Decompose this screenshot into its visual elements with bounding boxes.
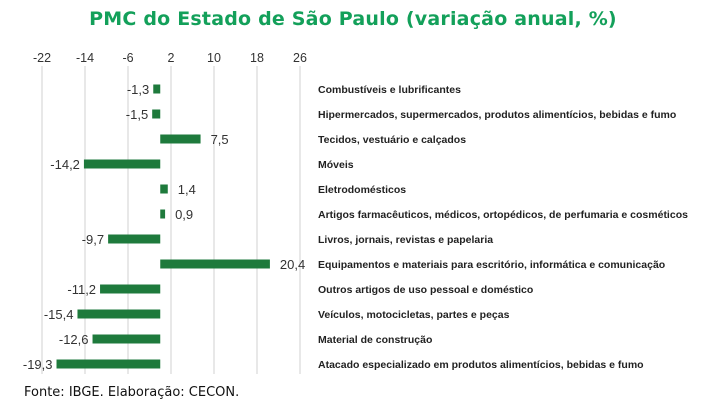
category-label: Veículos, motocicletas, partes e peças — [318, 309, 510, 321]
category-label: Móveis — [318, 159, 354, 171]
bar — [152, 109, 161, 119]
bar — [160, 259, 270, 269]
category-label: Outros artigos de uso pessoal e doméstic… — [318, 284, 533, 296]
data-label: -12,6 — [59, 332, 89, 347]
bar — [83, 159, 161, 169]
bar — [56, 359, 161, 369]
bar — [160, 209, 166, 219]
data-label: 7,5 — [211, 132, 229, 147]
category-label: Hipermercados, supermercados, produtos a… — [318, 109, 676, 121]
chart-title: PMC do Estado de São Paulo (variação anu… — [89, 8, 617, 30]
category-label: Combustíveis e lubrificantes — [318, 84, 461, 96]
x-tick-label: 26 — [293, 51, 307, 65]
bar — [108, 234, 161, 244]
data-label: -1,3 — [127, 82, 149, 97]
bar — [153, 84, 161, 94]
source-note: Fonte: IBGE. Elaboração: CECON. — [24, 385, 240, 400]
data-label: -11,2 — [67, 282, 96, 297]
data-label: 0,9 — [175, 207, 193, 222]
x-tick-label: -22 — [33, 51, 51, 65]
bar — [77, 309, 161, 319]
category-label: Equipamentos e materiais para escritório… — [318, 259, 665, 271]
bar — [160, 134, 201, 144]
data-label: -1,5 — [126, 107, 148, 122]
x-tick-label: -14 — [76, 51, 94, 65]
data-label: -15,4 — [44, 307, 74, 322]
data-label: 1,4 — [178, 182, 196, 197]
data-label: -9,7 — [82, 232, 104, 247]
bar — [92, 334, 161, 344]
data-label: 20,4 — [280, 257, 305, 272]
x-tick-label: 2 — [168, 51, 175, 65]
bar — [160, 184, 168, 194]
data-label: -14,2 — [50, 157, 80, 172]
x-tick-label: 10 — [207, 51, 221, 65]
category-label: Eletrodomésticos — [318, 184, 406, 196]
bar — [100, 284, 161, 294]
data-label: -19,3 — [23, 357, 53, 372]
category-label: Tecidos, vestuário e calçados — [318, 134, 466, 146]
category-label: Material de construção — [318, 334, 432, 346]
category-label: Livros, jornais, revistas e papelaria — [318, 234, 493, 246]
category-label: Artigos farmacêuticos, médicos, ortopédi… — [318, 209, 688, 221]
category-label: Atacado especializado em produtos alimen… — [318, 359, 644, 371]
x-tick-label: 18 — [250, 51, 264, 65]
x-tick-label: -6 — [122, 51, 133, 65]
